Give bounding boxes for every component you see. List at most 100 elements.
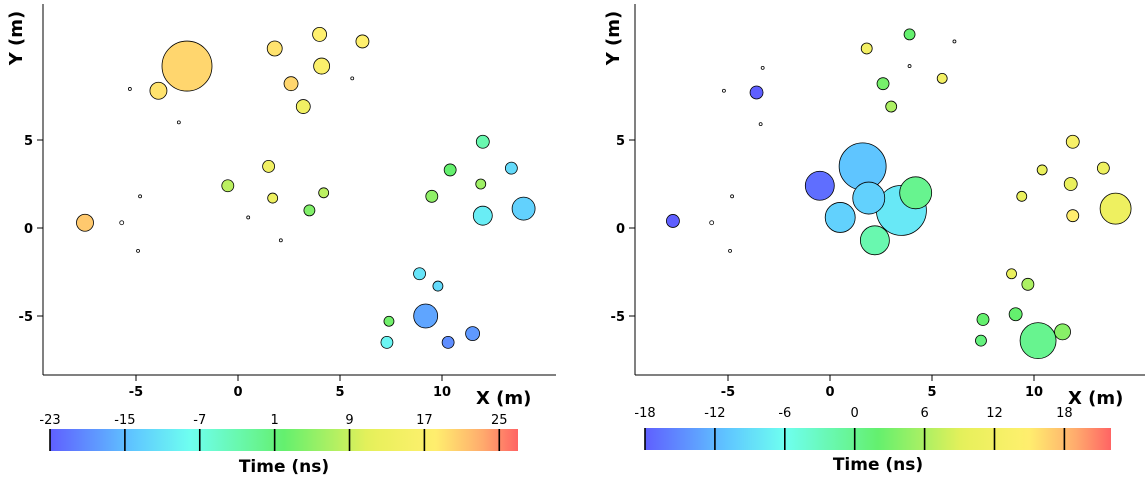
y-tick-label: 0	[616, 222, 625, 237]
colorbar-tick-label: -15	[114, 413, 135, 428]
data-point	[246, 215, 251, 220]
colorbar-tick-label: -18	[634, 406, 655, 421]
data-point	[860, 42, 873, 55]
colorbar-tick-label: 6	[920, 406, 928, 421]
data-point	[804, 170, 835, 201]
data-point	[119, 220, 125, 226]
colorbar	[50, 429, 518, 451]
data-point	[1063, 177, 1078, 191]
colorbar-tick-label: 0	[851, 406, 859, 421]
data-point	[899, 176, 933, 210]
chart-1: -5 0 5 10 -5 0 5 X (m) Y (m) -23 -15 -7 1 9 17 25 Time (…	[6, 4, 556, 477]
data-point	[876, 77, 890, 91]
x-tick-label: 0	[233, 385, 242, 400]
data-point	[278, 238, 283, 243]
colorbar-title: Time (ns)	[833, 455, 923, 475]
y-tick-label: -5	[611, 310, 625, 325]
data-point	[465, 326, 481, 342]
data-point	[728, 248, 732, 253]
data-point	[976, 313, 990, 326]
data-point	[1008, 307, 1023, 322]
x-tick-label: 10	[1025, 385, 1043, 400]
data-point	[1016, 190, 1028, 202]
y-axis-title: Y (m)	[6, 11, 27, 67]
y-tick-label: 0	[24, 222, 33, 237]
colorbar-tick-label: 12	[986, 406, 1003, 421]
x-tick-label: 5	[927, 385, 936, 400]
data-point	[266, 40, 283, 57]
data-point	[425, 189, 439, 203]
data-point	[666, 214, 680, 228]
data-point	[441, 335, 455, 349]
data-point	[838, 142, 887, 191]
data-point	[1006, 268, 1017, 280]
data-point	[262, 159, 276, 173]
data-point	[749, 85, 764, 100]
data-point	[472, 205, 493, 226]
x-tick-label: -5	[129, 385, 143, 400]
data-point	[936, 73, 948, 84]
x-tick-label: 10	[433, 385, 451, 400]
data-point	[267, 192, 279, 204]
data-point	[852, 181, 886, 215]
data-point	[1036, 164, 1048, 176]
data-point	[318, 187, 330, 199]
colorbar-tick-label: -7	[193, 413, 206, 428]
data-point	[475, 134, 490, 149]
data-point	[504, 161, 518, 175]
data-point	[303, 204, 316, 217]
data-point	[1066, 209, 1080, 223]
data-point	[136, 248, 140, 253]
data-point	[355, 34, 370, 49]
data-point	[413, 267, 426, 281]
x-tick-label: 0	[825, 385, 834, 400]
colorbar-tick-label: 25	[491, 413, 508, 428]
x-tick-label: 5	[335, 385, 344, 400]
data-point	[383, 315, 395, 327]
y-tick-label: -5	[19, 310, 33, 325]
data-point	[295, 99, 311, 114]
y-tick-label: 5	[24, 134, 33, 149]
colorbar-tick-label: -23	[39, 413, 60, 428]
data-point	[313, 57, 331, 75]
y-tick-label: 5	[616, 134, 625, 149]
data-point	[432, 280, 444, 292]
data-point	[1096, 161, 1110, 175]
data-point	[952, 39, 957, 44]
colorbar-tick-label: 17	[416, 413, 433, 428]
x-axis-title: X (m)	[476, 388, 531, 409]
colorbar-tick-label: 9	[345, 413, 353, 428]
data-point	[975, 334, 987, 347]
data-point	[312, 27, 328, 42]
data-point	[221, 179, 235, 193]
data-point	[730, 194, 734, 199]
data-point	[176, 120, 181, 125]
data-point	[758, 122, 763, 127]
data-point	[1099, 192, 1132, 225]
x-axis-title: X (m)	[1068, 388, 1123, 409]
data-point	[443, 163, 457, 177]
data-point	[1021, 277, 1035, 291]
data-point	[149, 81, 168, 100]
y-axis-title: Y (m)	[603, 11, 624, 67]
data-point	[127, 87, 132, 91]
data-point	[1065, 134, 1080, 149]
data-point	[885, 100, 898, 113]
colorbar-tick-label: -6	[778, 406, 791, 421]
data-point	[283, 76, 299, 92]
data-point	[161, 40, 213, 92]
data-point	[1054, 323, 1071, 341]
colorbar-tick-label: -12	[704, 406, 725, 421]
data-point	[760, 65, 765, 70]
data-point	[380, 335, 394, 349]
colorbar-title: Time (ns)	[239, 457, 329, 477]
data-point	[903, 28, 916, 41]
data-point	[413, 303, 439, 329]
data-point	[859, 225, 890, 256]
data-point	[511, 196, 536, 221]
data-point	[709, 220, 715, 226]
colorbar-tick-label: 1	[270, 413, 278, 428]
x-tick-label: -5	[721, 385, 735, 400]
data-point	[1019, 322, 1057, 360]
